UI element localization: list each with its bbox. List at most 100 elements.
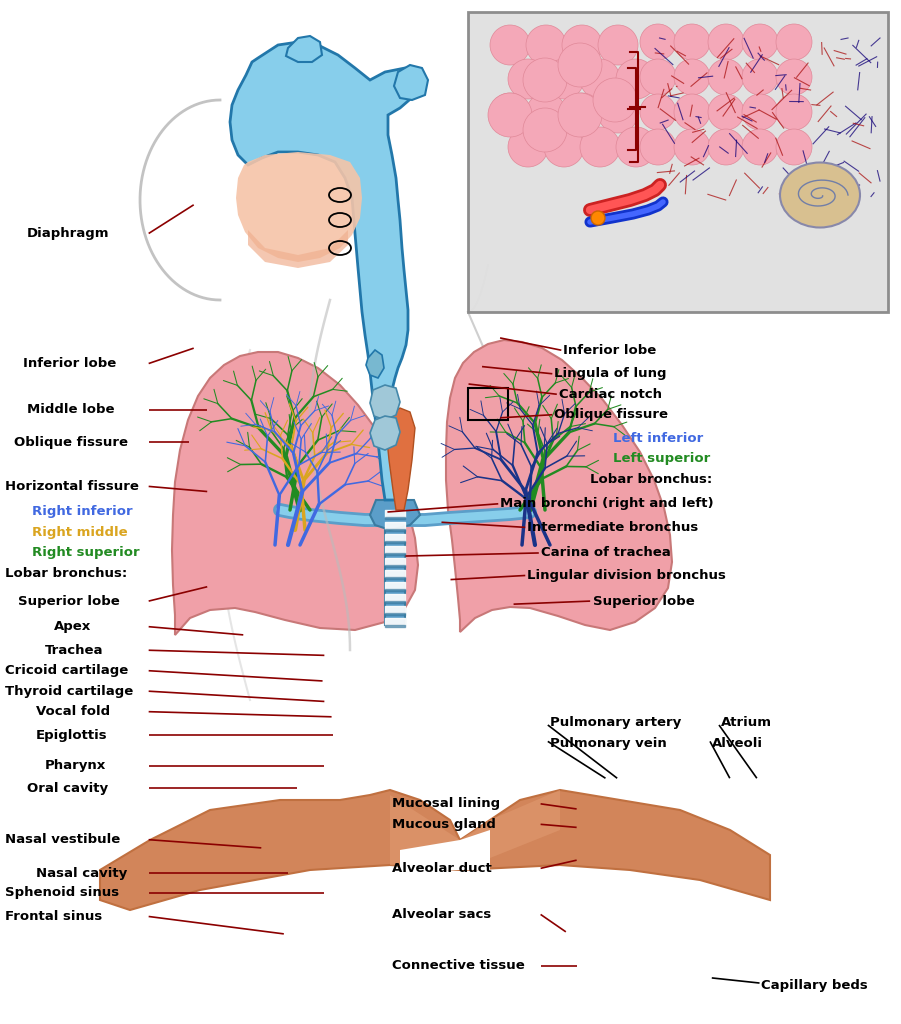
- Text: Inferior lobe: Inferior lobe: [563, 344, 656, 356]
- Circle shape: [776, 59, 812, 95]
- Circle shape: [523, 108, 567, 152]
- Circle shape: [742, 94, 778, 130]
- Text: Capillary beds: Capillary beds: [761, 979, 868, 991]
- Polygon shape: [230, 42, 418, 500]
- Text: Left superior: Left superior: [613, 453, 710, 465]
- Circle shape: [508, 59, 548, 99]
- Circle shape: [562, 93, 602, 133]
- Circle shape: [776, 94, 812, 130]
- Circle shape: [580, 127, 620, 167]
- Circle shape: [640, 129, 676, 165]
- Bar: [468, 12, 888, 312]
- Text: Alveolar sacs: Alveolar sacs: [392, 908, 491, 921]
- Polygon shape: [400, 830, 490, 870]
- Text: Mucous gland: Mucous gland: [392, 818, 496, 830]
- Text: Mucosal lining: Mucosal lining: [392, 798, 500, 810]
- Polygon shape: [172, 352, 418, 635]
- Text: Right inferior: Right inferior: [32, 506, 132, 518]
- Text: Vocal fold: Vocal fold: [36, 706, 110, 718]
- Polygon shape: [366, 350, 384, 378]
- Text: Alveolar duct: Alveolar duct: [392, 862, 492, 874]
- Circle shape: [523, 58, 567, 102]
- Circle shape: [742, 24, 778, 60]
- Polygon shape: [370, 500, 420, 530]
- Text: Main bronchi (right and left): Main bronchi (right and left): [500, 498, 714, 510]
- Circle shape: [674, 129, 710, 165]
- Text: Alveoli: Alveoli: [712, 737, 763, 750]
- Circle shape: [674, 24, 710, 60]
- Circle shape: [708, 94, 744, 130]
- Circle shape: [591, 211, 605, 225]
- Circle shape: [593, 78, 637, 122]
- Text: Diaphragm: Diaphragm: [27, 227, 110, 240]
- Circle shape: [640, 59, 676, 95]
- Text: Nasal vestibule: Nasal vestibule: [5, 834, 120, 846]
- Text: Intermediate bronchus: Intermediate bronchus: [527, 521, 698, 534]
- Circle shape: [526, 25, 566, 65]
- Circle shape: [558, 43, 602, 87]
- Polygon shape: [394, 65, 428, 100]
- Text: Connective tissue: Connective tissue: [392, 959, 524, 972]
- Text: Sphenoid sinus: Sphenoid sinus: [5, 887, 119, 899]
- Text: Middle lobe: Middle lobe: [27, 403, 114, 416]
- Text: Oblique fissure: Oblique fissure: [554, 409, 669, 421]
- Polygon shape: [385, 500, 405, 625]
- Bar: [468, 388, 508, 420]
- Circle shape: [508, 127, 548, 167]
- Polygon shape: [390, 790, 560, 870]
- Circle shape: [544, 59, 584, 99]
- Circle shape: [640, 24, 676, 60]
- Polygon shape: [100, 790, 770, 910]
- Text: Pulmonary artery: Pulmonary artery: [550, 717, 681, 729]
- Polygon shape: [370, 385, 400, 420]
- Circle shape: [616, 127, 656, 167]
- Text: Epiglottis: Epiglottis: [36, 729, 107, 741]
- Circle shape: [490, 25, 530, 65]
- Text: Lingula of lung: Lingula of lung: [554, 368, 667, 380]
- Text: Inferior lobe: Inferior lobe: [23, 357, 115, 370]
- Text: Thyroid cartilage: Thyroid cartilage: [5, 685, 132, 697]
- Text: Lingular division bronchus: Lingular division bronchus: [527, 569, 726, 582]
- Text: Apex: Apex: [54, 621, 91, 633]
- Circle shape: [776, 24, 812, 60]
- Text: Cricoid cartilage: Cricoid cartilage: [5, 665, 128, 677]
- Circle shape: [708, 59, 744, 95]
- Circle shape: [490, 93, 530, 133]
- Circle shape: [544, 127, 584, 167]
- Text: Nasal cavity: Nasal cavity: [36, 867, 127, 880]
- Circle shape: [598, 93, 638, 133]
- Text: Lobar bronchus:: Lobar bronchus:: [590, 473, 713, 485]
- Ellipse shape: [780, 163, 860, 227]
- Circle shape: [674, 59, 710, 95]
- Polygon shape: [446, 340, 672, 632]
- Text: Horizontal fissure: Horizontal fissure: [5, 480, 139, 493]
- Text: Oblique fissure: Oblique fissure: [14, 436, 128, 449]
- Polygon shape: [370, 416, 400, 450]
- Circle shape: [640, 94, 676, 130]
- Circle shape: [488, 93, 532, 137]
- Text: Atrium: Atrium: [721, 717, 772, 729]
- Text: Superior lobe: Superior lobe: [593, 595, 695, 607]
- Polygon shape: [248, 230, 348, 268]
- Circle shape: [558, 93, 602, 137]
- Text: Right middle: Right middle: [32, 526, 127, 539]
- Text: Frontal sinus: Frontal sinus: [5, 910, 102, 923]
- Text: Left inferior: Left inferior: [613, 432, 703, 444]
- Circle shape: [526, 93, 566, 133]
- Circle shape: [776, 129, 812, 165]
- Circle shape: [708, 24, 744, 60]
- Polygon shape: [386, 408, 415, 510]
- Text: Carina of trachea: Carina of trachea: [541, 547, 670, 559]
- Circle shape: [580, 59, 620, 99]
- Text: Right superior: Right superior: [32, 547, 139, 559]
- Text: Cardiac notch: Cardiac notch: [559, 388, 661, 400]
- Text: Superior lobe: Superior lobe: [18, 595, 120, 607]
- Text: Pulmonary vein: Pulmonary vein: [550, 737, 667, 750]
- Text: Pharynx: Pharynx: [45, 760, 106, 772]
- Circle shape: [674, 94, 710, 130]
- Text: Trachea: Trachea: [45, 644, 104, 656]
- Circle shape: [598, 25, 638, 65]
- Circle shape: [708, 129, 744, 165]
- Circle shape: [562, 25, 602, 65]
- Polygon shape: [286, 36, 322, 62]
